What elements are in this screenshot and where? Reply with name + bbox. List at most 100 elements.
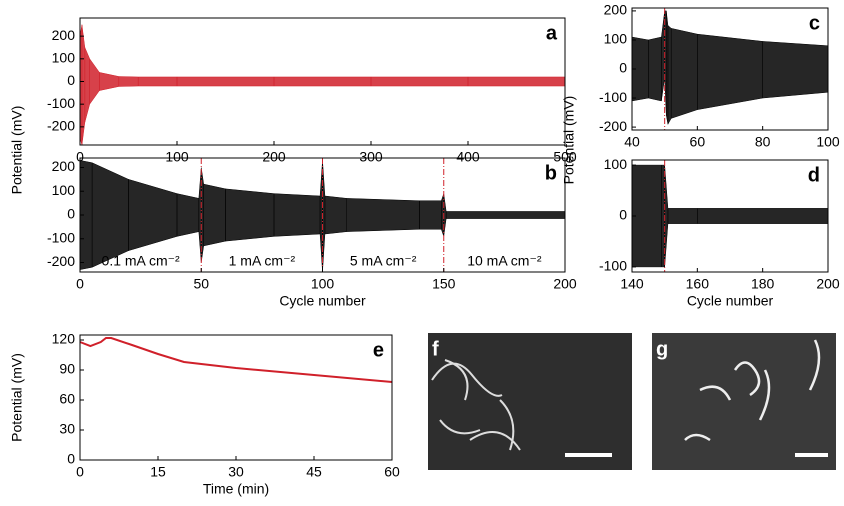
y-tick-label: 0 <box>67 206 75 222</box>
panel-label: d <box>808 164 820 186</box>
y-axis-label: Potential (mV) <box>9 353 25 442</box>
x-tick-label: 150 <box>432 276 456 292</box>
x-tick-label: 140 <box>620 276 644 292</box>
y-tick-label: 200 <box>52 27 76 43</box>
voltage-band <box>762 41 829 99</box>
y-tick-label: -100 <box>47 95 75 111</box>
x-tick-label: 15 <box>150 464 166 480</box>
x-tick-label: 200 <box>553 276 577 292</box>
y-tick-label: 60 <box>59 391 75 407</box>
x-tick-label: 40 <box>624 134 640 150</box>
plot-frame <box>79 334 393 461</box>
y-tick-label: 120 <box>52 331 76 347</box>
y-tick-label: -100 <box>599 89 627 105</box>
y-tick-label: -200 <box>47 118 75 134</box>
x-tick-label: 200 <box>262 149 286 165</box>
voltage-band <box>91 162 129 268</box>
y-tick-label: -100 <box>599 258 627 274</box>
voltage-band <box>670 28 698 119</box>
voltage-band <box>84 47 90 123</box>
y-tick-label: 0 <box>67 72 75 88</box>
y-tick-label: 100 <box>52 50 76 66</box>
x-tick-label: 50 <box>193 276 209 292</box>
x-tick-label: 100 <box>816 134 840 150</box>
voltage-band <box>697 33 763 110</box>
annotation: 10 mA cm⁻² <box>467 253 542 269</box>
voltage-band <box>176 76 275 87</box>
voltage-band <box>467 76 566 87</box>
x-tick-label: 100 <box>165 149 189 165</box>
x-tick-label: 200 <box>816 276 840 292</box>
x-tick-label: 80 <box>755 134 771 150</box>
x-tick-label: 100 <box>311 276 335 292</box>
voltage-band <box>225 188 275 242</box>
voltage-band <box>128 179 178 251</box>
y-tick-label: -200 <box>599 118 627 134</box>
voltage-band <box>697 208 829 224</box>
voltage-band <box>99 72 120 91</box>
y-tick-label: 100 <box>604 31 628 47</box>
x-tick-label: 60 <box>384 464 400 480</box>
voltage-band <box>445 211 566 219</box>
voltage-band <box>273 76 372 87</box>
image-texture <box>684 339 821 442</box>
x-tick-label: 60 <box>690 134 706 150</box>
voltage-band <box>273 193 321 237</box>
y-tick-label: 0 <box>619 60 627 76</box>
y-tick-label: 200 <box>604 2 628 18</box>
x-tick-label: 160 <box>686 276 710 292</box>
y-axis-label: Potential (mV) <box>561 96 577 185</box>
y-tick-label: 30 <box>59 421 75 437</box>
annotation: 1 mA cm⁻² <box>229 253 296 269</box>
voltage-band <box>667 208 698 224</box>
voltage-band <box>324 195 347 235</box>
voltage-band <box>137 76 178 87</box>
x-tick-label: 45 <box>306 464 322 480</box>
voltage-band <box>648 36 662 102</box>
x-tick-label: 30 <box>228 464 244 480</box>
panel-label: c <box>809 12 820 34</box>
x-tick-label: 180 <box>751 276 775 292</box>
voltage-band <box>346 198 420 232</box>
image-g <box>652 333 836 470</box>
voltage-band <box>176 193 200 237</box>
sem-image-f: f <box>428 333 632 470</box>
annotation: 5 mA cm⁻² <box>350 253 417 269</box>
x-tick-label: 400 <box>456 149 480 165</box>
annotation: 0.1 mA cm⁻² <box>102 253 181 269</box>
voltage-band <box>419 200 442 230</box>
panel-label: f <box>432 338 439 360</box>
panel-label: e <box>373 339 384 361</box>
voltage-band <box>631 164 662 268</box>
x-axis-label: Time (min) <box>203 481 269 497</box>
line <box>79 337 393 383</box>
y-tick-label: 100 <box>604 156 628 172</box>
y-tick-label: -200 <box>47 253 75 269</box>
y-axis-label: Potential (mV) <box>9 106 25 195</box>
y-tick-label: 200 <box>52 158 76 174</box>
voltage-band <box>370 76 469 87</box>
image-texture <box>431 359 521 451</box>
x-tick-label: 0 <box>76 149 84 165</box>
x-tick-label: 300 <box>359 149 383 165</box>
y-tick-label: -100 <box>47 229 75 245</box>
voltage-band <box>89 58 100 105</box>
x-tick-label: 0 <box>76 464 84 480</box>
sem-image-g: g <box>652 333 836 470</box>
y-tick-label: 0 <box>67 451 75 467</box>
voltage-band <box>203 183 226 247</box>
x-axis-label: Cycle number <box>279 293 366 309</box>
panel-label: a <box>546 22 558 44</box>
panel-label: b <box>545 162 557 184</box>
voltage-band <box>667 24 672 126</box>
panel-label: g <box>656 338 668 360</box>
image-f <box>428 333 632 470</box>
x-axis-label: Cycle number <box>687 293 774 309</box>
x-tick-label: 0 <box>76 276 84 292</box>
y-tick-label: 100 <box>52 182 76 198</box>
voltage-band <box>118 76 139 87</box>
x-tick-label: 500 <box>553 149 577 165</box>
y-tick-label: 0 <box>619 207 627 223</box>
y-tick-label: 90 <box>59 361 75 377</box>
